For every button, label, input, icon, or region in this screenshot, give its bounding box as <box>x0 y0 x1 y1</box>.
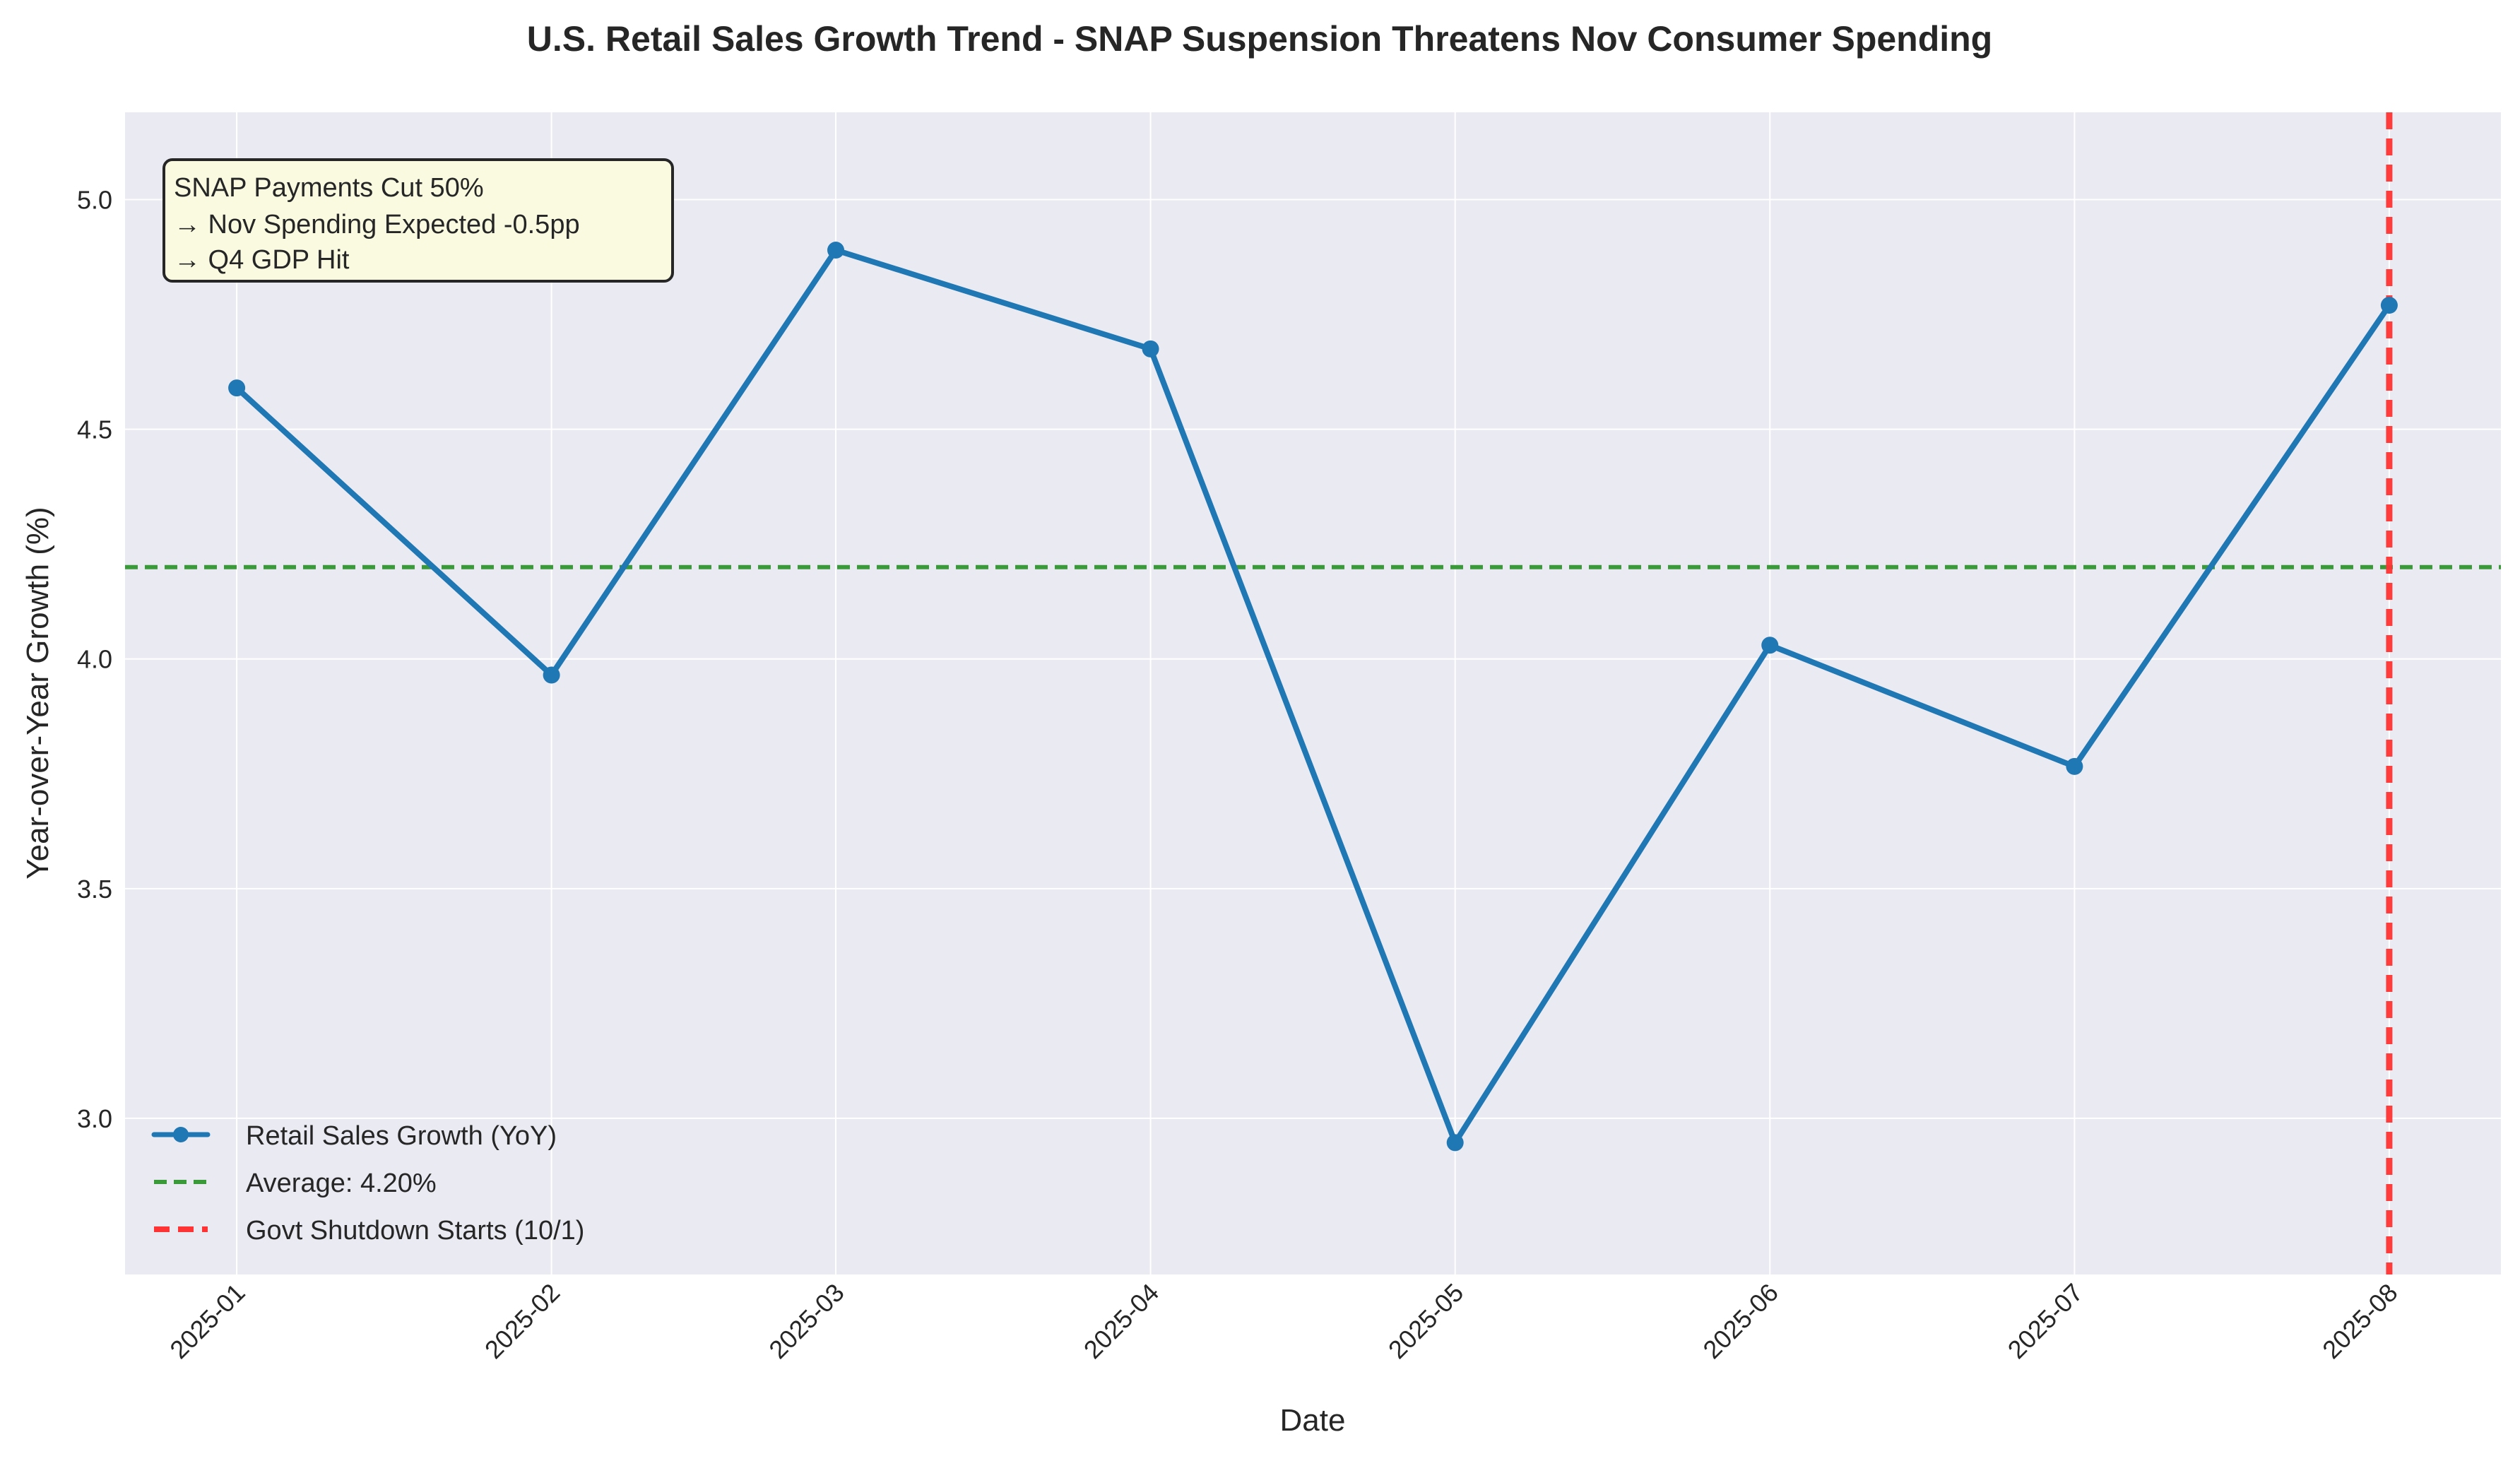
legend-label-average: Average: 4.20% <box>246 1169 437 1198</box>
legend-label-retail-sales: Retail Sales Growth (YoY) <box>246 1121 557 1151</box>
legend: Retail Sales Growth (YoY) Average: 4.20%… <box>151 1121 584 1246</box>
annotation-line-1: SNAP Payments Cut 50% <box>174 173 484 203</box>
y-tick-labels: 3.0 3.5 4.0 4.5 5.0 <box>77 186 112 1133</box>
y-tick-label: 3.5 <box>77 875 112 904</box>
plot-area <box>125 112 2501 1274</box>
x-tick-label: 2025-01 <box>164 1278 250 1364</box>
series-retail-sales-growth <box>228 242 2398 1152</box>
x-tick-label: 2025-03 <box>763 1278 849 1364</box>
y-tick-label: 4.0 <box>77 645 112 674</box>
data-point <box>543 666 560 684</box>
legend-item-shutdown: Govt Shutdown Starts (10/1) <box>154 1216 584 1246</box>
y-axis-label: Year-over-Year Growth (%) <box>20 507 55 879</box>
y-tick-label: 3.0 <box>77 1104 112 1133</box>
x-axis-label: Date <box>1280 1403 1346 1438</box>
data-point <box>1142 340 1159 357</box>
x-tick-label: 2025-04 <box>1078 1278 1164 1364</box>
series-line <box>235 247 2392 1146</box>
x-tick-labels: 2025-01 2025-02 2025-03 2025-04 2025-05 2025-… <box>164 1278 2403 1364</box>
legend-label-shutdown: Govt Shutdown Starts (10/1) <box>246 1216 584 1246</box>
x-tick-label: 2025-08 <box>2317 1278 2403 1364</box>
data-point <box>827 242 845 259</box>
annotation-line-3: → Q4 GDP Hit <box>174 245 350 275</box>
annotation-box: SNAP Payments Cut 50% → Nov Spending Exp… <box>162 158 674 283</box>
legend-item-average: Average: 4.20% <box>154 1169 437 1198</box>
annotation-line-2: → Nov Spending Expected -0.5pp <box>174 210 580 239</box>
data-point <box>1446 1134 1464 1152</box>
x-tick-label: 2025-02 <box>479 1278 565 1364</box>
data-point <box>1761 637 1779 654</box>
x-tick-label: 2025-05 <box>1383 1278 1469 1364</box>
legend-item-retail-sales: Retail Sales Growth (YoY) <box>151 1121 557 1151</box>
x-tick-label: 2025-06 <box>1697 1278 1783 1364</box>
y-tick-label: 4.5 <box>77 415 112 444</box>
x-tick-label: 2025-07 <box>2002 1278 2088 1364</box>
chart-title: U.S. Retail Sales Growth Trend - SNAP Su… <box>527 19 1992 59</box>
data-point <box>228 379 246 397</box>
data-point <box>2066 757 2083 775</box>
y-tick-label: 5.0 <box>77 186 112 215</box>
data-point <box>2380 297 2398 314</box>
